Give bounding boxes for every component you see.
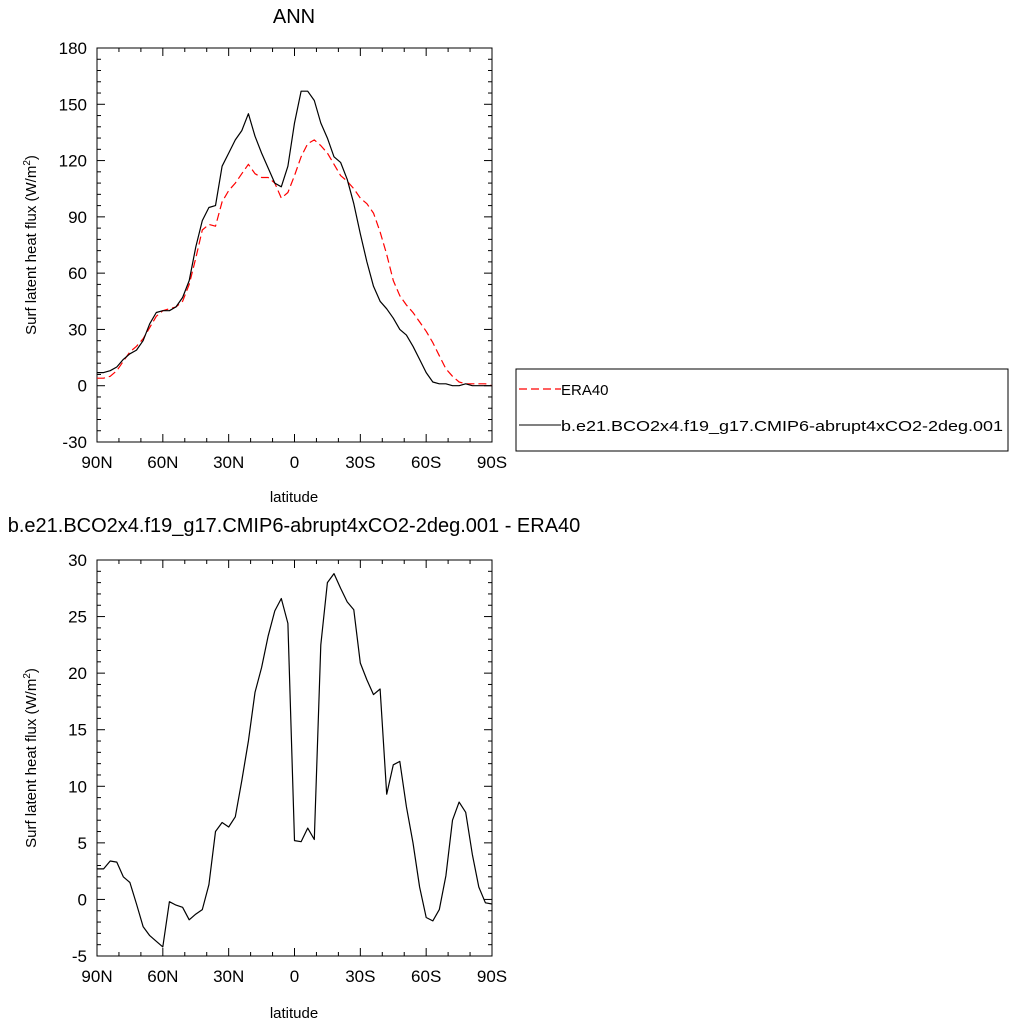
top-y-tick-label: 180 xyxy=(59,39,87,58)
bottom-x-tick-label: 60S xyxy=(411,967,441,986)
top-x-tick-label: 30S xyxy=(345,453,375,472)
top-x-axis-label: latitude xyxy=(270,489,318,506)
top-y-label-sup: 2 xyxy=(22,160,33,166)
bottom-y-tick-label: 30 xyxy=(68,551,87,570)
bottom-series-group xyxy=(97,572,493,948)
top-x-tick-label: 30N xyxy=(213,453,244,472)
bottom-y-tick-label: 20 xyxy=(68,664,87,683)
bottom-series-line-difference xyxy=(97,572,493,948)
top-series-line-era40 xyxy=(97,139,493,387)
top-y-tick-label: 90 xyxy=(68,208,87,227)
top-x-tick-label: 60S xyxy=(411,453,441,472)
top-y-tick-label: 60 xyxy=(68,264,87,283)
top-y-tick-label: 0 xyxy=(78,377,87,396)
top-y-axis-label: Surf latent heat flux (W/m2) xyxy=(22,155,40,335)
legend-box xyxy=(515,368,1009,452)
top-y-tick-label: -30 xyxy=(62,433,87,452)
legend-label-era40: ERA40 xyxy=(561,382,609,399)
top-series-group xyxy=(97,90,493,387)
legend-label-model: b.e21.BCO2x4.f19_g17.CMIP6-abrupt4xCO2-2… xyxy=(561,418,1003,435)
top-y-tick-label: 30 xyxy=(68,320,87,339)
bottom-y-tick-label: 10 xyxy=(68,777,87,796)
bottom-y-tick-label: 0 xyxy=(78,890,87,909)
bottom-x-tick-label: 60N xyxy=(147,967,178,986)
bottom-y-tick-label: -5 xyxy=(72,947,87,966)
top-x-tick-label: 60N xyxy=(147,453,178,472)
bottom-y-tick-label: 5 xyxy=(78,834,87,853)
bottom-x-tick-label: 90N xyxy=(81,967,112,986)
top-panel: ANN 90N 60N 30N 0 30S 60S 90S -30 0 30 60 90 120 150 1… xyxy=(22,6,507,506)
top-x-tick-label: 90N xyxy=(81,453,112,472)
bottom-x-tick-label: 0 xyxy=(290,967,299,986)
top-series-line-model xyxy=(97,90,492,387)
bottom-y-tick-label: 25 xyxy=(68,608,87,627)
top-y-label-end: ) xyxy=(23,155,40,160)
bottom-plot-frame xyxy=(96,559,493,957)
legend: ERA40 b.e21.BCO2x4.f19_g17.CMIP6-abrupt4… xyxy=(515,368,1009,452)
top-axis-ticks: 90N 60N 30N 0 30S 60S 90S -30 0 30 60 90 120 150 180 xyxy=(59,39,508,472)
top-y-tick-label: 120 xyxy=(59,152,87,171)
bottom-x-tick-label: 90S xyxy=(477,967,507,986)
bottom-x-tick-label: 30N xyxy=(213,967,244,986)
top-y-tick-label: 150 xyxy=(59,95,87,114)
bottom-x-tick-label: 30S xyxy=(345,967,375,986)
bottom-y-tick-label: 15 xyxy=(68,721,87,740)
top-plot-frame xyxy=(96,47,493,443)
bottom-y-axis-label: Surf latent heat flux (W/m2) xyxy=(22,668,40,848)
bottom-y-label-end: ) xyxy=(23,668,40,673)
top-panel-title: ANN xyxy=(273,6,315,28)
bottom-axis-ticks: 90N 60N 30N 0 30S 60S 90S -5 0 5 10 15 20 25 30 xyxy=(68,551,507,986)
bottom-panel-title: b.e21.BCO2x4.f19_g17.CMIP6-abrupt4xCO2-2… xyxy=(8,515,581,537)
top-y-label-main: Surf latent heat flux (W/m xyxy=(23,166,40,335)
bottom-x-axis-label: latitude xyxy=(270,1005,318,1022)
bottom-y-label-main: Surf latent heat flux (W/m xyxy=(23,679,40,848)
top-x-tick-label: 0 xyxy=(290,453,299,472)
bottom-y-label-sup: 2 xyxy=(22,673,33,679)
top-x-tick-label: 90S xyxy=(477,453,507,472)
bottom-panel: b.e21.BCO2x4.f19_g17.CMIP6-abrupt4xCO2-2… xyxy=(8,515,581,1022)
